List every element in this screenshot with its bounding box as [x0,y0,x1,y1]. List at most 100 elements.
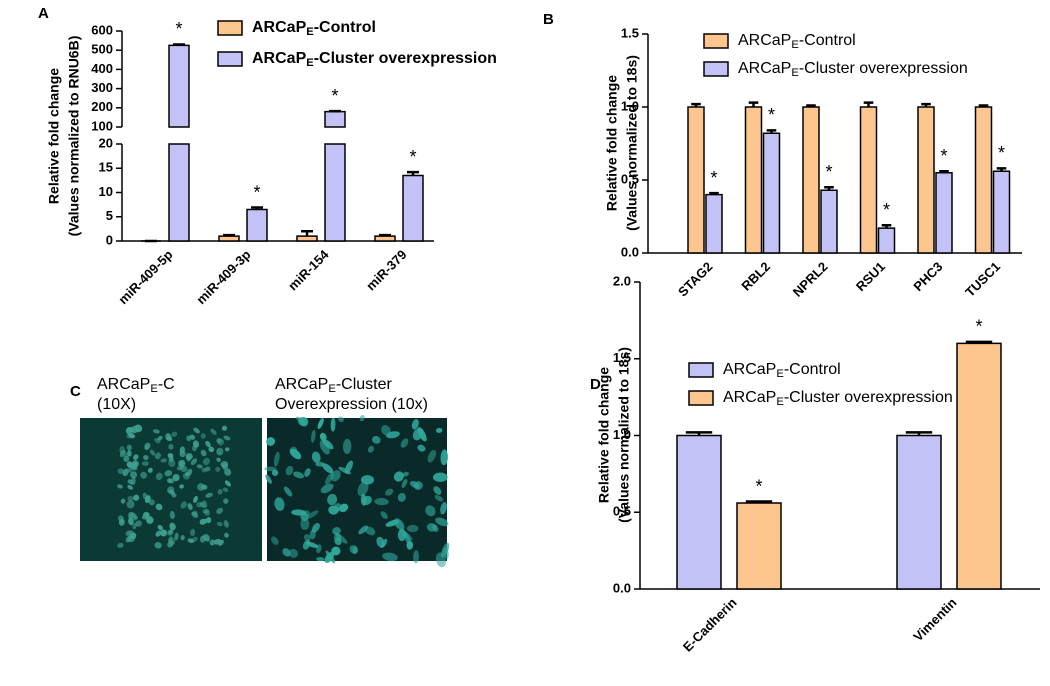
cell [164,470,173,477]
cell [148,467,153,473]
cell [127,484,134,490]
cell [123,455,130,462]
x-tick-label: RSU1 [853,259,888,294]
error-bar [996,167,1007,172]
error-bar [251,206,263,210]
error-bar [939,169,949,173]
cell [202,457,210,466]
legend-label: ARCaPE-Cluster overexpression [252,50,497,69]
cell [316,544,322,554]
cell [135,520,142,527]
cell [322,439,334,450]
cell [393,471,404,482]
legend-label: ARCaPE-Cluster overexpression [723,389,953,408]
cell [376,536,385,548]
significance-marker: * [331,86,338,106]
cell [311,522,320,533]
cell [400,438,409,448]
cell [209,539,216,546]
cell [128,427,135,433]
cell [185,453,193,460]
panel: B 0.0 0.5 1.0 1.5 Relative fold change (Values… [543,11,1022,300]
cell [118,518,125,526]
x-tick-label: TUSC1 [962,259,1003,300]
panel-label: A [38,5,49,22]
error-bar [329,109,341,113]
bar [687,106,705,254]
error-bar [691,102,701,107]
significance-marker: * [768,105,775,125]
cell [180,535,185,541]
cell [132,522,137,530]
bar [296,235,318,242]
x-tick-label: Vimentin [910,595,959,644]
cell [128,511,134,520]
cell [311,429,316,443]
cell [216,457,221,462]
panel-label: C [70,383,81,400]
error-bar [173,43,185,46]
cell [220,461,229,468]
cell [359,414,365,422]
legend-swatch [688,390,714,406]
significance-marker: * [175,19,182,39]
cell [265,474,272,484]
cell [133,494,140,501]
cell [140,471,148,479]
cell [200,449,207,457]
cell [168,529,174,535]
cell [434,494,444,502]
error-bar [379,233,391,237]
cell [274,497,285,511]
bar [402,174,424,242]
cell [200,433,206,439]
y-tick-label: 100 [91,118,113,133]
cell [154,542,162,549]
cell [167,453,174,459]
cell [218,539,224,546]
cell [385,488,394,496]
cell [320,483,334,494]
y-axis-label: (Values normalized to 18s) [624,55,640,231]
legend-swatch [703,61,729,77]
panel: D 0.0 0.5 1.0 1.5 2.0 Relative fold change (Val… [590,273,1040,655]
cell [283,486,293,497]
y-tick-label: 300 [91,80,113,95]
cell [157,524,163,531]
error-bar [806,104,816,107]
cell [224,447,230,452]
cell [165,433,172,441]
cell [409,480,420,489]
significance-marker: * [253,182,260,202]
legend-swatch [703,33,729,49]
significance-marker: * [940,146,947,166]
cell [192,440,200,448]
bar [802,106,820,254]
cell [397,492,406,502]
cell [325,550,336,564]
cell [331,546,341,556]
bar [324,110,346,242]
cell [271,469,279,476]
cell [178,459,186,468]
cell [186,468,193,477]
y-tick-label: 2.0 [613,273,631,288]
bar [877,227,896,254]
cell [132,516,138,521]
cell [358,525,369,535]
cell [168,536,173,543]
cell [440,502,447,515]
cell [128,530,134,536]
cell [411,418,419,430]
cell [216,447,224,456]
x-tick-label: PHC3 [910,259,945,294]
bar [974,106,993,254]
x-tick-label: NPRL2 [790,259,831,300]
y-tick-label: 1.5 [621,25,639,40]
cell [169,478,175,484]
cell [190,528,196,536]
bar [992,170,1011,254]
cell [179,484,184,489]
cell [143,455,149,461]
cell [122,468,129,477]
